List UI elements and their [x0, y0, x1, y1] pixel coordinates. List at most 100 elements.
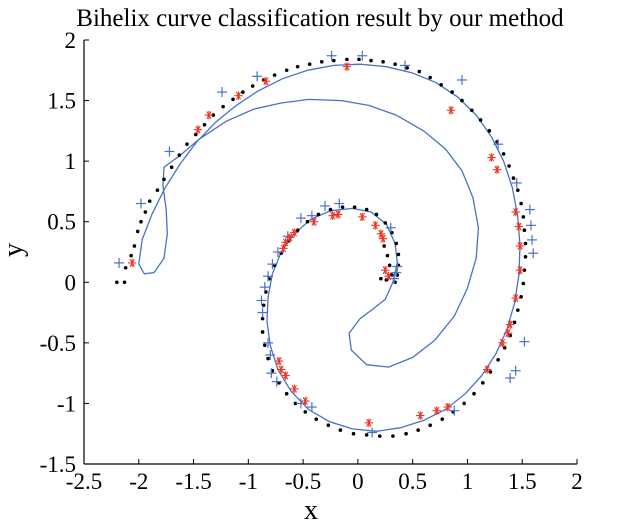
point-dot — [460, 98, 464, 103]
point-dot — [185, 142, 189, 146]
point-dot — [374, 212, 379, 217]
point-star — [432, 406, 441, 415]
point-dot — [338, 428, 343, 432]
x-tick-label: -2 — [129, 469, 148, 494]
point-dot — [364, 207, 369, 212]
point-dot — [345, 57, 349, 62]
point-plus — [114, 257, 125, 268]
point-dot — [351, 431, 356, 436]
point-dot — [487, 129, 492, 133]
point-dot — [523, 241, 528, 246]
point-plus — [389, 273, 400, 284]
y-tick-label: -1 — [57, 391, 76, 416]
point-dot — [383, 221, 388, 225]
x-ticks: -2.5 -2 -1.5 -1 -0.5 0 0.5 1 1.5 2 — [66, 459, 583, 494]
x-tick-label: 1 — [462, 469, 474, 494]
point-star — [204, 110, 214, 120]
point-star — [487, 153, 496, 162]
y-ticks: -1.5 -1 -0.5 0 0.5 1 1.5 2 — [40, 28, 89, 477]
point-star — [234, 91, 243, 100]
point-dot — [521, 215, 526, 219]
point-dot — [502, 345, 507, 350]
point-star — [333, 210, 343, 219]
point-dot — [521, 281, 526, 286]
point-plus — [357, 50, 368, 61]
x-tick-label: -2.5 — [66, 469, 102, 494]
point-plus — [519, 336, 530, 347]
y-tick-label: -1.5 — [40, 452, 76, 477]
point-dot — [462, 401, 466, 406]
point-plus — [164, 146, 175, 157]
point-star — [261, 76, 271, 86]
point-dot — [480, 381, 485, 385]
point-plus — [271, 376, 282, 387]
point-dot — [319, 60, 324, 64]
point-dot — [295, 64, 300, 69]
point-star — [285, 233, 295, 242]
point-dot — [231, 97, 235, 102]
point-dot — [314, 417, 319, 421]
point-dot — [260, 316, 265, 321]
point-star — [274, 356, 284, 366]
point-plus — [528, 248, 539, 259]
point-dot — [331, 58, 336, 63]
point-plus — [266, 368, 277, 379]
point-plus — [493, 139, 504, 150]
point-dot — [522, 228, 527, 232]
point-star — [277, 365, 286, 374]
point-star — [290, 384, 299, 394]
point-dot — [405, 66, 409, 70]
point-dot — [516, 308, 520, 312]
point-star — [515, 241, 525, 251]
point-dot — [284, 391, 289, 396]
point-dot — [496, 358, 500, 362]
point-dot — [307, 62, 312, 67]
point-dot — [305, 219, 310, 224]
point-dot — [440, 417, 445, 421]
point-plus — [527, 234, 538, 245]
point-plus — [259, 282, 270, 293]
point-star — [193, 125, 203, 134]
point-dot — [519, 295, 523, 299]
x-tick-label: -1 — [239, 469, 258, 494]
point-dot — [382, 244, 386, 248]
point-dot — [379, 276, 383, 281]
point-dot — [381, 60, 385, 64]
point-star — [371, 221, 380, 230]
point-dot — [123, 265, 128, 270]
point-dot — [470, 108, 474, 113]
point-star — [515, 265, 525, 275]
y-axis-label: y — [0, 243, 29, 257]
point-plus — [399, 60, 410, 71]
point-star — [309, 217, 319, 226]
point-dot — [261, 303, 266, 308]
point-star — [416, 411, 425, 420]
point-plus — [272, 247, 283, 257]
point-star — [384, 272, 393, 281]
point-star — [498, 338, 507, 348]
point-dot — [326, 423, 331, 428]
point-dot — [177, 153, 182, 157]
point-plus — [217, 87, 228, 98]
point-dot — [193, 132, 198, 137]
point-dot — [303, 410, 308, 414]
point-plus — [525, 220, 536, 231]
point-dot — [512, 320, 517, 325]
point-dot — [316, 212, 321, 217]
point-star — [301, 396, 310, 406]
point-dot — [507, 164, 511, 168]
point-star — [492, 165, 502, 174]
y-tick-label: 0 — [65, 270, 77, 295]
point-plus — [252, 71, 263, 82]
point-plus — [135, 198, 146, 209]
point-plus — [334, 198, 345, 209]
point-plus — [306, 402, 317, 413]
point-star — [281, 238, 290, 247]
point-star — [505, 320, 515, 329]
point-plus — [257, 307, 268, 318]
point-dot — [501, 152, 506, 156]
point-plus — [510, 365, 521, 376]
point-dot — [211, 113, 216, 117]
point-dot — [266, 356, 270, 361]
point-dot — [523, 255, 528, 259]
